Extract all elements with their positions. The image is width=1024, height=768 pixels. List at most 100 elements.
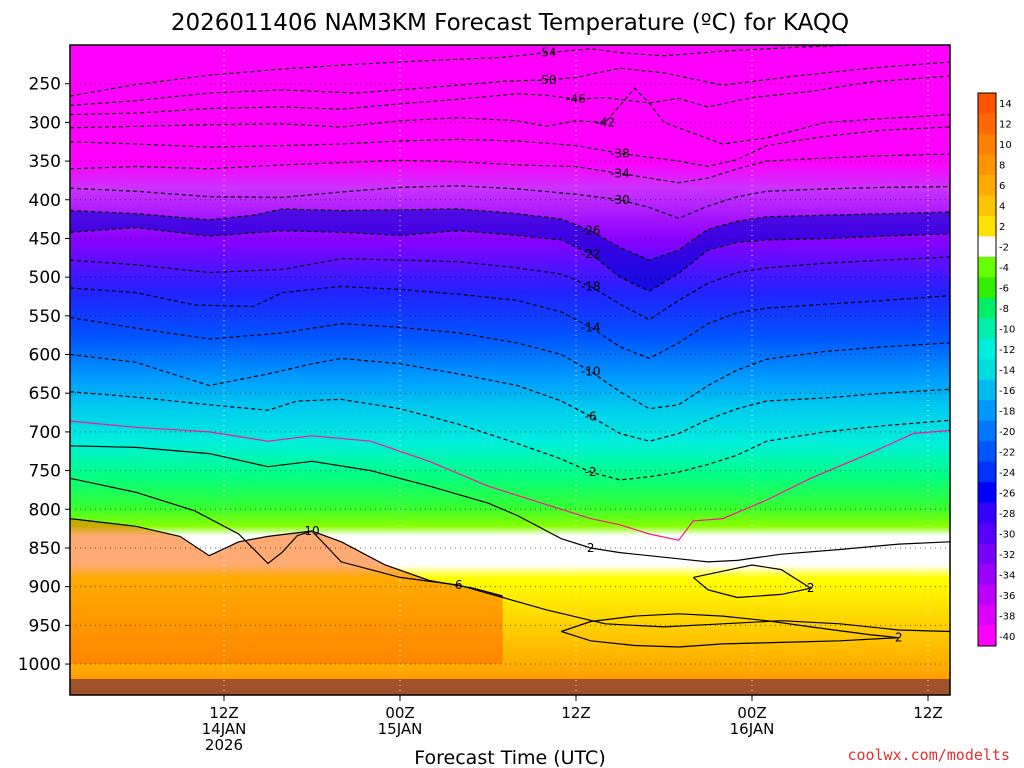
contour-label-17: 6 xyxy=(455,578,463,592)
colorbar-segment-2 xyxy=(978,133,996,155)
y-tick-label-1000: 1000 xyxy=(18,655,61,675)
y-tick-label-700: 700 xyxy=(29,423,61,443)
contour-label-13: -2 xyxy=(585,465,597,479)
contour-label-11: -10 xyxy=(581,365,601,379)
colorbar-segment-24 xyxy=(978,584,996,606)
contour-line-12 xyxy=(70,353,950,442)
colorbar-label-21: -30 xyxy=(999,529,1015,540)
ground-surface xyxy=(70,679,950,695)
colorbar-label-7: -2 xyxy=(999,243,1009,254)
y-tick-label-800: 800 xyxy=(29,500,61,520)
colorbar-segment-18 xyxy=(978,461,996,483)
colorbar-label-24: -36 xyxy=(999,591,1015,602)
colorbar-segment-4 xyxy=(978,174,996,196)
colorbar-segment-20 xyxy=(978,502,996,524)
colorbar-segment-25 xyxy=(978,605,996,627)
colorbar-segment-3 xyxy=(978,154,996,176)
colorbar-segment-13 xyxy=(978,359,996,381)
colorbar-label-13: -14 xyxy=(999,366,1015,377)
colorbar-label-3: 8 xyxy=(999,161,1005,172)
contour-line-1 xyxy=(70,61,950,106)
contour-label-12: -6 xyxy=(585,409,597,423)
colorbar-segment-22 xyxy=(978,543,996,565)
contour-label-9: -18 xyxy=(581,279,601,293)
colorbar-label-10: -8 xyxy=(999,304,1009,315)
chart-title: 2026011406 NAM3KM Forecast Temperature (… xyxy=(171,10,849,36)
colorbar-segment-23 xyxy=(978,564,996,586)
contour-label-7: -26 xyxy=(581,224,601,238)
colorbar-segment-7 xyxy=(978,236,996,258)
colorbar-label-9: -6 xyxy=(999,284,1009,295)
y-tick-label-500: 500 xyxy=(29,268,61,288)
colorbar-label-2: 10 xyxy=(999,140,1012,151)
contour-label-15: 2 xyxy=(587,541,595,555)
contour-line-18 xyxy=(692,564,813,599)
contour-line-0 xyxy=(70,45,865,97)
colorbar-label-15: -18 xyxy=(999,406,1015,417)
colorbar-label-16: -20 xyxy=(999,427,1015,438)
x-tick-label-30-0: 12Z xyxy=(561,704,590,722)
colorbar-segment-0 xyxy=(978,93,996,114)
plot-area: -54-50-46-42-38-34-30-26-22-18-14-10-6-2… xyxy=(70,45,950,695)
contour-label-2: -46 xyxy=(566,92,586,106)
colorbar-segment-19 xyxy=(978,482,996,504)
contour-label-19: 2 xyxy=(895,631,903,645)
contour-line-8 xyxy=(70,226,950,292)
contour-label-0: -54 xyxy=(537,46,557,60)
x-tick-label-42-1: 16JAN xyxy=(730,720,775,738)
x-tick-label-6-1: 14JAN xyxy=(202,720,247,738)
plot-frame xyxy=(69,44,951,696)
colorbar-label-5: 4 xyxy=(999,202,1005,213)
colorbar-label-14: -16 xyxy=(999,386,1015,397)
contour-line-10 xyxy=(70,285,950,360)
colorbar-label-19: -26 xyxy=(999,488,1015,499)
y-tick-label-600: 600 xyxy=(29,346,61,366)
x-tick-label-54-0: 12Z xyxy=(913,704,942,722)
y-tick-label-550: 550 xyxy=(29,307,61,327)
contour-label-6: -30 xyxy=(610,193,630,207)
colorbar-segment-12 xyxy=(978,338,996,360)
contour-label-1: -50 xyxy=(537,73,557,87)
y-tick-label-400: 400 xyxy=(29,191,61,211)
warm-pocket-region xyxy=(70,518,503,664)
x-axis-title: Forecast Time (UTC) xyxy=(414,747,605,768)
colorbar: 14 12 10 8 6 4 2 -2 -4 -6 -8 -10 -12 -14 -16 -18 -20 -22 -… xyxy=(977,92,1015,647)
y-tick-label-950: 950 xyxy=(29,616,61,636)
colorbar-segment-16 xyxy=(978,420,996,442)
contour-line-6 xyxy=(70,185,950,219)
y-axis: 250 300 350 400 450 500 550 600 650 700 750 800 850 9… xyxy=(18,75,70,675)
colorbar-segment-9 xyxy=(978,277,996,299)
x-tick-label-18-0: 00Z xyxy=(385,704,414,722)
x-tick-label-6-0: 12Z xyxy=(209,704,238,722)
contour-line-11 xyxy=(70,316,950,410)
y-tick-label-450: 450 xyxy=(29,229,61,249)
colorbar-segment-26 xyxy=(978,625,996,647)
colorbar-segment-11 xyxy=(978,318,996,340)
x-tick-label-18-1: 15JAN xyxy=(378,720,423,738)
y-tick-label-300: 300 xyxy=(29,113,61,133)
contour-line-15 xyxy=(70,445,950,563)
colorbar-label-20: -28 xyxy=(999,509,1015,520)
y-tick-label-900: 900 xyxy=(29,578,61,598)
contour-line-13 xyxy=(70,391,950,481)
x-tick-label-6-2: 2026 xyxy=(205,736,243,754)
colorbar-segment-15 xyxy=(978,400,996,422)
colorbar-segment-17 xyxy=(978,441,996,463)
y-tick-label-650: 650 xyxy=(29,384,61,404)
colorbar-label-23: -34 xyxy=(999,570,1015,581)
contour-line-2 xyxy=(70,75,950,116)
contour-line-5 xyxy=(70,153,950,184)
colorbar-label-25: -38 xyxy=(999,611,1015,622)
y-tick-label-250: 250 xyxy=(29,75,61,95)
colorbar-segment-8 xyxy=(978,256,996,278)
colorbar-label-6: 2 xyxy=(999,222,1005,233)
contour-label-5: -34 xyxy=(610,166,630,180)
y-tick-label-850: 850 xyxy=(29,539,61,559)
colorbar-label-0: 14 xyxy=(999,99,1012,110)
credit-link[interactable]: coolwx.com/modelts xyxy=(847,746,1010,764)
colorbar-label-8: -4 xyxy=(999,263,1009,274)
contour-label-4: -38 xyxy=(610,146,630,160)
grid-lines xyxy=(70,45,950,695)
contour-label-18: 2 xyxy=(807,581,815,595)
